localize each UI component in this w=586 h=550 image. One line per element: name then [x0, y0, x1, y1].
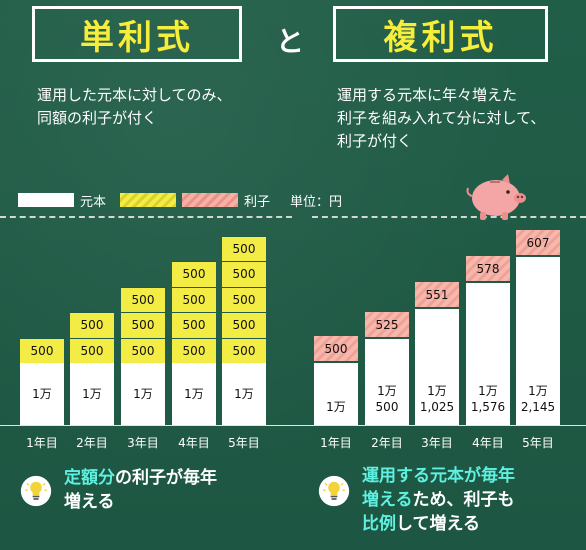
- legend-compound-interest-swatch: [182, 193, 239, 207]
- interest-block: 500: [314, 336, 358, 361]
- principal-label: 1,025: [419, 400, 455, 414]
- note-text: の利子が毎年: [115, 468, 217, 488]
- interest-block: 578: [466, 256, 510, 281]
- interest-block: 500: [70, 337, 114, 363]
- simple-year-label: 3年目: [127, 436, 159, 450]
- principal-block: 1万 500: [365, 339, 409, 425]
- interest-block: 607: [516, 230, 560, 255]
- principal-block: 1万 2,145: [516, 257, 560, 425]
- dashed-line-left: [0, 216, 292, 218]
- simple-year-label: 5年目: [228, 436, 260, 450]
- interest-block: 500: [222, 312, 266, 338]
- compound-interest-description: 運用する元本に年々増えた 利子を組み入れて分に対して、 利子が付く: [337, 84, 577, 153]
- interest-block: 500: [222, 235, 266, 261]
- interest-block: 525: [365, 312, 409, 337]
- legend-unit-label: 単位：円: [290, 194, 343, 210]
- compound-desc-line: 利子が付く: [337, 132, 413, 150]
- note-highlight: 増える: [362, 490, 413, 510]
- interest-block: 500: [121, 312, 165, 338]
- simple-year-label: 1年目: [26, 436, 58, 450]
- compound-year-label: 5年目: [522, 436, 554, 450]
- principal-label: 500: [375, 400, 399, 414]
- interest-block: 500: [70, 312, 114, 338]
- compound-year-label: 3年目: [421, 436, 453, 450]
- legend-principal-label: 元本: [80, 194, 107, 210]
- simple-interest-title: 単利式: [80, 17, 194, 58]
- note-highlight: 運用する元本が毎年: [362, 466, 515, 486]
- interest-block: 500: [121, 337, 165, 363]
- principal-block: 1万: [172, 363, 216, 425]
- principal-label: 1万: [478, 384, 498, 398]
- dashed-line-right: [312, 216, 586, 218]
- principal-label: 1万: [326, 400, 346, 414]
- simple-interest-title-box: 単利式: [32, 6, 242, 62]
- interest-block: 500: [121, 286, 165, 312]
- principal-block: 1万: [121, 363, 165, 425]
- simple-year-label: 2年目: [76, 436, 108, 450]
- principal-label: 1万: [427, 384, 447, 398]
- principal-label: 1万: [528, 384, 548, 398]
- compound-interest-title-box: 複利式: [333, 6, 548, 62]
- principal-block: 1万: [222, 363, 266, 425]
- lightbulb-icon: [318, 475, 350, 507]
- principal-label: 1万: [377, 384, 397, 398]
- interest-block: 500: [222, 261, 266, 287]
- simple-interest-note: 定額分の利子が毎年 増える: [64, 466, 284, 514]
- interest-block: 500: [20, 337, 64, 363]
- compound-interest-title: 複利式: [383, 17, 498, 58]
- compound-desc-line: 運用する元本に年々増えた: [337, 86, 518, 104]
- simple-year-label: 4年目: [178, 436, 210, 450]
- principal-label: 2,145: [520, 400, 556, 414]
- note-text: ため、利子も: [412, 490, 515, 510]
- interest-block: 500: [222, 337, 266, 363]
- note-text: 増える: [64, 492, 115, 512]
- simple-desc-line: 運用した元本に対してのみ、: [37, 86, 232, 104]
- interest-block: 500: [172, 337, 216, 363]
- legend-simple-interest-swatch: [120, 193, 177, 207]
- simple-interest-description: 運用した元本に対してのみ、 同額の利子が付く: [37, 84, 287, 130]
- note-highlight: 比例: [362, 514, 396, 534]
- interest-block: 500: [222, 286, 266, 312]
- connector-text: と: [276, 25, 305, 58]
- compound-interest-note: 運用する元本が毎年 増えるため、利子も 比例して増える: [362, 464, 582, 536]
- note-text: して増える: [396, 514, 480, 534]
- interest-block: 500: [172, 261, 216, 287]
- simple-desc-line: 同額の利子が付く: [37, 109, 158, 127]
- principal-block: 1万 1,576: [466, 283, 510, 425]
- compound-year-label: 2年目: [371, 436, 403, 450]
- chart-baseline: [0, 425, 586, 426]
- legend-principal-swatch: [18, 193, 74, 207]
- interest-block: 551: [415, 282, 459, 307]
- compound-year-label: 4年目: [472, 436, 504, 450]
- principal-label: 1,576: [470, 400, 506, 414]
- piggy-bank-icon: [466, 174, 526, 220]
- note-highlight: 定額分: [64, 468, 115, 488]
- interest-block: 500: [172, 286, 216, 312]
- legend-interest-label: 利子: [244, 194, 271, 210]
- principal-block: 1万 1,025: [415, 309, 459, 425]
- interest-block: 500: [172, 312, 216, 338]
- compound-desc-line: 利子を組み入れて分に対して、: [337, 109, 546, 127]
- principal-block: 1万: [70, 363, 114, 425]
- principal-block: 1万: [314, 363, 358, 425]
- compound-year-label: 1年目: [320, 436, 352, 450]
- lightbulb-icon: [20, 475, 52, 507]
- legend: 元本 利子 単位：円: [18, 192, 343, 210]
- principal-block: 1万: [20, 363, 64, 425]
